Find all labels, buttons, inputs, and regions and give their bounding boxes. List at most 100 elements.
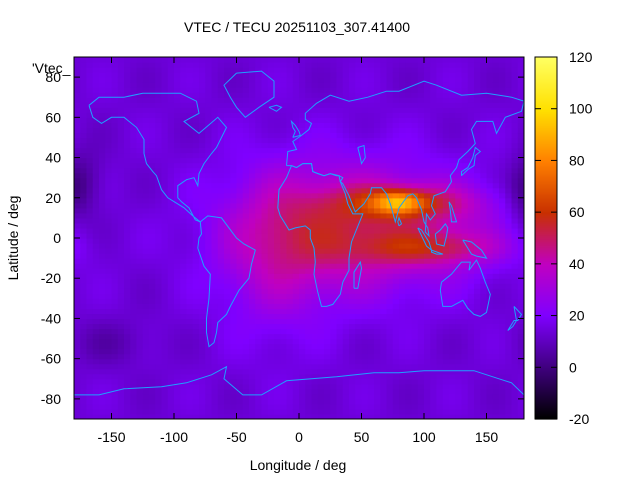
heat-cell (336, 232, 344, 239)
heat-cell (492, 353, 500, 360)
heat-cell (286, 202, 294, 209)
heat-cell (124, 368, 131, 375)
heat-cell (305, 368, 313, 375)
heat-cell (124, 363, 131, 370)
heat-cell (224, 273, 231, 279)
heat-cell (392, 212, 400, 219)
heat-cell (349, 232, 356, 239)
heat-cell (180, 268, 188, 274)
heat-cell (424, 92, 431, 98)
heat-cell (499, 393, 506, 400)
heat-cell (242, 373, 250, 380)
heat-cell (442, 132, 450, 139)
heat-cell (386, 122, 394, 128)
heatmap-cells (74, 57, 524, 419)
heat-cell (492, 328, 500, 335)
heat-cell (117, 408, 125, 415)
heat-cell (324, 328, 331, 335)
heat-cell (217, 238, 225, 244)
heat-cell (186, 187, 194, 194)
heat-cell (242, 112, 250, 118)
heat-cell (80, 258, 88, 264)
heat-cell (486, 72, 494, 78)
heat-cell (230, 217, 238, 224)
heat-cell (355, 348, 363, 355)
heat-cell (174, 117, 181, 123)
heat-cell (242, 182, 250, 189)
heat-cell (192, 273, 200, 279)
heat-cell (349, 152, 356, 159)
heat-cell (361, 202, 369, 209)
heat-cell (249, 398, 256, 405)
heat-cell (349, 177, 356, 184)
heat-cell (330, 107, 338, 113)
heat-cell (255, 157, 263, 164)
heat-cell (467, 328, 475, 335)
heat-cell (367, 122, 375, 128)
heat-cell (336, 323, 344, 330)
heat-cell (99, 238, 106, 244)
heat-cell (455, 313, 463, 320)
heat-cell (374, 343, 381, 350)
heat-cell (380, 102, 388, 108)
heat-cell (99, 273, 106, 279)
heat-cell (242, 358, 250, 365)
heat-cell (374, 383, 381, 390)
heat-cell (180, 328, 188, 335)
heat-cell (417, 248, 425, 254)
heat-cell (342, 152, 350, 159)
heat-cell (480, 192, 488, 199)
heat-cell (424, 318, 431, 325)
heat-cell (130, 172, 138, 179)
heat-cell (92, 298, 100, 304)
heat-cell (224, 288, 231, 294)
heat-cell (230, 333, 238, 340)
heat-cell (174, 318, 181, 325)
heat-cell (230, 102, 238, 108)
heat-cell (105, 303, 113, 309)
heat-cell (367, 303, 375, 309)
heat-cell (411, 263, 419, 269)
heat-cell (174, 378, 181, 385)
heat-cell (217, 227, 225, 234)
heat-cell (74, 107, 81, 113)
heat-cell (367, 368, 375, 375)
heat-cell (111, 137, 119, 144)
heat-cell (174, 248, 181, 254)
heat-cell (436, 368, 444, 375)
heat-cell (224, 57, 231, 63)
heat-cell (255, 107, 263, 113)
heat-cell (161, 152, 169, 159)
heat-cell (174, 217, 181, 224)
heat-cell (317, 167, 325, 174)
heat-cell (280, 283, 288, 289)
heat-cell (461, 308, 469, 315)
heat-cell (486, 393, 494, 400)
heat-cell (367, 323, 375, 330)
heat-cell (161, 82, 169, 88)
heat-cell (436, 157, 444, 164)
heat-cell (136, 177, 144, 184)
heat-cell (330, 363, 338, 370)
heat-cell (155, 258, 163, 264)
heat-cell (249, 413, 256, 419)
heat-cell (280, 102, 288, 108)
heat-cell (205, 288, 213, 294)
heat-cell (86, 373, 94, 380)
heat-cell (374, 278, 381, 284)
heat-cell (374, 253, 381, 259)
heat-cell (349, 253, 356, 259)
heat-cell (80, 87, 88, 93)
heat-cell (105, 388, 113, 395)
heat-cell (467, 92, 475, 98)
heat-cell (355, 182, 363, 189)
heat-cell (355, 137, 363, 144)
heat-cell (474, 107, 481, 113)
heat-cell (92, 142, 100, 149)
heat-cell (461, 217, 469, 224)
heat-cell (274, 248, 281, 254)
heat-cell (424, 398, 431, 405)
heat-cell (155, 388, 163, 395)
heat-cell (111, 202, 119, 209)
heat-cell (411, 258, 419, 264)
